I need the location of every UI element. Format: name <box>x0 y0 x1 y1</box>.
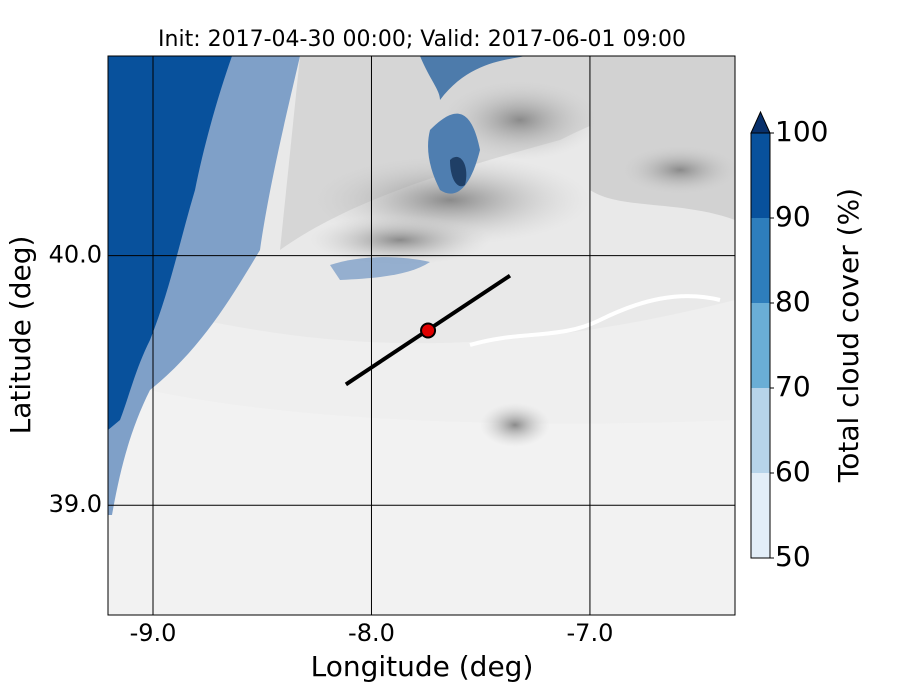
colorbar-tick-label: 70 <box>775 370 811 403</box>
colorbar-tick-label: 100 <box>775 115 828 148</box>
y-tick-label: 40.0 <box>49 241 102 269</box>
colorbar-segment <box>751 473 770 558</box>
colorbar-segment <box>751 388 770 473</box>
colorbar-extension <box>750 110 771 134</box>
x-tick-label: -8.0 <box>348 619 395 647</box>
graticule <box>108 56 735 615</box>
colorbar-segment <box>751 303 770 388</box>
x-axis-label: Longitude (deg) <box>311 650 534 683</box>
map-background <box>108 56 735 615</box>
colorbar-label: Total cloud cover (%) <box>832 188 865 483</box>
colorbar-segment <box>751 133 770 218</box>
x-tick-label: -7.0 <box>567 619 614 647</box>
title: Init: 2017-04-30 00:00; Valid: 2017-06-0… <box>158 27 686 52</box>
colorbar-tick-label: 50 <box>775 540 811 573</box>
overlay <box>344 273 512 387</box>
colorbar: 50 60 70 80 90 100 <box>750 110 828 573</box>
colorbar-frame <box>750 132 771 559</box>
y-axis-label: Latitude (deg) <box>4 236 37 435</box>
colorbar-tick-label: 90 <box>775 200 811 233</box>
colorbar-tick-label: 80 <box>775 285 811 318</box>
site-marker <box>420 322 437 339</box>
y-tick-label: 39.0 <box>49 490 102 518</box>
colorbar-segment <box>751 218 770 303</box>
plot-frame <box>107 55 736 616</box>
x-tick-label: -9.0 <box>130 619 177 647</box>
colorbar-tick-label: 60 <box>775 455 811 488</box>
